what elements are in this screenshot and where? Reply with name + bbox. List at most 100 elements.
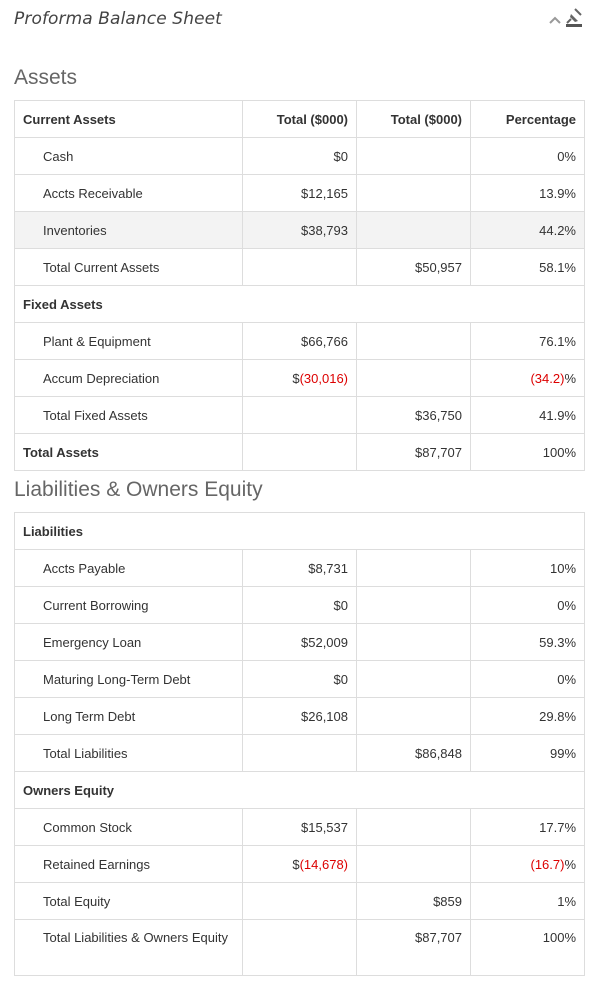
percentage-cell: 0% bbox=[470, 137, 585, 175]
subtotal-cell bbox=[356, 137, 471, 175]
total-cell bbox=[242, 396, 357, 434]
row-label: Emergency Loan bbox=[14, 623, 243, 661]
subtotal-cell: $36,750 bbox=[356, 396, 471, 434]
currency-symbol: $ bbox=[292, 856, 300, 872]
total-cell: $15,537 bbox=[242, 808, 357, 846]
subtotal-cell: $86,848 bbox=[356, 734, 471, 772]
subtotal-cell bbox=[356, 586, 471, 624]
group-header: Liabilities bbox=[13, 512, 586, 550]
panel-header: Proforma Balance Sheet bbox=[0, 0, 592, 42]
row-label: Total Liabilities bbox=[14, 734, 243, 772]
negative-value: (30,016) bbox=[299, 370, 348, 386]
percentage-cell: 41.9% bbox=[470, 396, 585, 434]
subtotal-cell: $87,707 bbox=[356, 433, 471, 471]
percentage-cell: 1% bbox=[469, 882, 586, 920]
table-row: Common Stock $15,537 17.7% bbox=[14, 808, 586, 846]
row-label: Accum Depreciation bbox=[14, 359, 243, 397]
column-header: Percentage bbox=[470, 100, 585, 138]
total-cell: $52,009 bbox=[242, 623, 357, 661]
group-header: Fixed Assets bbox=[14, 285, 585, 323]
table-row-total: Total Assets $87,707 100% bbox=[14, 433, 585, 471]
percentage-cell: 100% bbox=[469, 919, 586, 976]
percentage-cell: 99% bbox=[469, 734, 586, 772]
total-cell bbox=[242, 734, 357, 772]
table-row: Emergency Loan $52,009 59.3% bbox=[14, 623, 586, 661]
table-row: Maturing Long-Term Debt $0 0% bbox=[14, 660, 586, 698]
table-row-highlighted: Inventories $38,793 44.2% bbox=[14, 211, 585, 249]
subtotal-cell bbox=[356, 697, 471, 735]
total-cell: $(30,016) bbox=[242, 359, 357, 397]
subtotal-cell: $87,707 bbox=[356, 919, 471, 976]
subtotal-cell: $859 bbox=[356, 882, 471, 920]
row-label: Total Equity bbox=[14, 882, 243, 920]
total-cell: $0 bbox=[242, 586, 357, 624]
chevron-up-icon[interactable] bbox=[548, 14, 562, 26]
percent-sign: % bbox=[564, 856, 577, 872]
percentage-cell: (16.7)% bbox=[469, 845, 586, 883]
total-cell: $8,731 bbox=[242, 549, 357, 587]
table-row: Retained Earnings $(14,678) (16.7)% bbox=[14, 845, 586, 883]
table-row: Long Term Debt $26,108 29.8% bbox=[14, 697, 586, 735]
liabilities-section-title: Liabilities & Owners Equity bbox=[14, 478, 263, 501]
table-row: Total Liabilities $86,848 99% bbox=[14, 734, 586, 772]
total-cell: $0 bbox=[242, 660, 357, 698]
column-header: Total ($000) bbox=[356, 100, 471, 138]
table-row: Accts Receivable $12,165 13.9% bbox=[14, 174, 585, 212]
total-cell bbox=[242, 882, 357, 920]
subtotal-cell bbox=[356, 845, 471, 883]
row-label: Maturing Long-Term Debt bbox=[14, 660, 243, 698]
table-row: Current Borrowing $0 0% bbox=[14, 586, 586, 624]
table-row: Total Fixed Assets $36,750 41.9% bbox=[14, 396, 585, 434]
table-row: Accts Payable $8,731 10% bbox=[14, 549, 586, 587]
row-label: Total Assets bbox=[14, 433, 243, 471]
percentage-cell: (34.2)% bbox=[470, 359, 585, 397]
row-label: Total Liabilities & Owners Equity bbox=[14, 919, 243, 976]
table-row: Accum Depreciation $(30,016) (34.2)% bbox=[14, 359, 585, 397]
group-header-row: Owners Equity bbox=[13, 771, 586, 809]
assets-table: Current Assets Total ($000) Total ($000)… bbox=[14, 100, 585, 471]
total-cell: $38,793 bbox=[242, 211, 357, 249]
row-label: Accts Receivable bbox=[14, 174, 243, 212]
panel-title: Proforma Balance Sheet bbox=[14, 9, 222, 29]
subtotal-cell bbox=[356, 660, 471, 698]
percentage-cell: 13.9% bbox=[470, 174, 585, 212]
negative-value: (34.2) bbox=[530, 370, 565, 386]
group-header-row: Fixed Assets bbox=[14, 285, 585, 323]
percentage-cell: 59.3% bbox=[469, 623, 586, 661]
percent-sign: % bbox=[564, 370, 576, 386]
percentage-cell: 10% bbox=[469, 549, 586, 587]
group-header: Owners Equity bbox=[13, 771, 586, 809]
total-cell: $66,766 bbox=[242, 322, 357, 360]
currency-symbol: $ bbox=[292, 370, 300, 386]
subtotal-cell bbox=[356, 211, 471, 249]
table-header-row: Current Assets Total ($000) Total ($000)… bbox=[14, 100, 585, 138]
row-label: Total Current Assets bbox=[14, 248, 243, 286]
assets-section-title: Assets bbox=[14, 66, 78, 89]
total-cell: $(14,678) bbox=[242, 845, 357, 883]
pin-icon[interactable] bbox=[565, 8, 583, 28]
negative-value: (14,678) bbox=[299, 856, 348, 872]
subtotal-cell bbox=[356, 359, 471, 397]
group-header-row: Liabilities bbox=[13, 512, 586, 550]
total-cell bbox=[242, 433, 357, 471]
percentage-cell: 0% bbox=[469, 586, 586, 624]
row-label: Accts Payable bbox=[14, 549, 243, 587]
table-row: Total Current Assets $50,957 58.1% bbox=[14, 248, 585, 286]
negative-value: (16.7) bbox=[530, 856, 565, 872]
total-cell bbox=[242, 919, 357, 976]
subtotal-cell bbox=[356, 322, 471, 360]
table-row: Total Equity $859 1% bbox=[14, 882, 586, 920]
subtotal-cell: $50,957 bbox=[356, 248, 471, 286]
liabilities-table: Liabilities Accts Payable $8,731 10% Cur… bbox=[13, 512, 586, 976]
percentage-cell: 76.1% bbox=[470, 322, 585, 360]
column-header: Total ($000) bbox=[242, 100, 357, 138]
percentage-cell: 58.1% bbox=[470, 248, 585, 286]
percentage-cell: 17.7% bbox=[469, 808, 586, 846]
table-row: Total Liabilities & Owners Equity $87,70… bbox=[14, 919, 586, 976]
row-label: Retained Earnings bbox=[14, 845, 243, 883]
subtotal-cell bbox=[356, 623, 471, 661]
row-label: Plant & Equipment bbox=[14, 322, 243, 360]
table-row: Cash $0 0% bbox=[14, 137, 585, 175]
total-cell: $26,108 bbox=[242, 697, 357, 735]
table-row: Plant & Equipment $66,766 76.1% bbox=[14, 322, 585, 360]
